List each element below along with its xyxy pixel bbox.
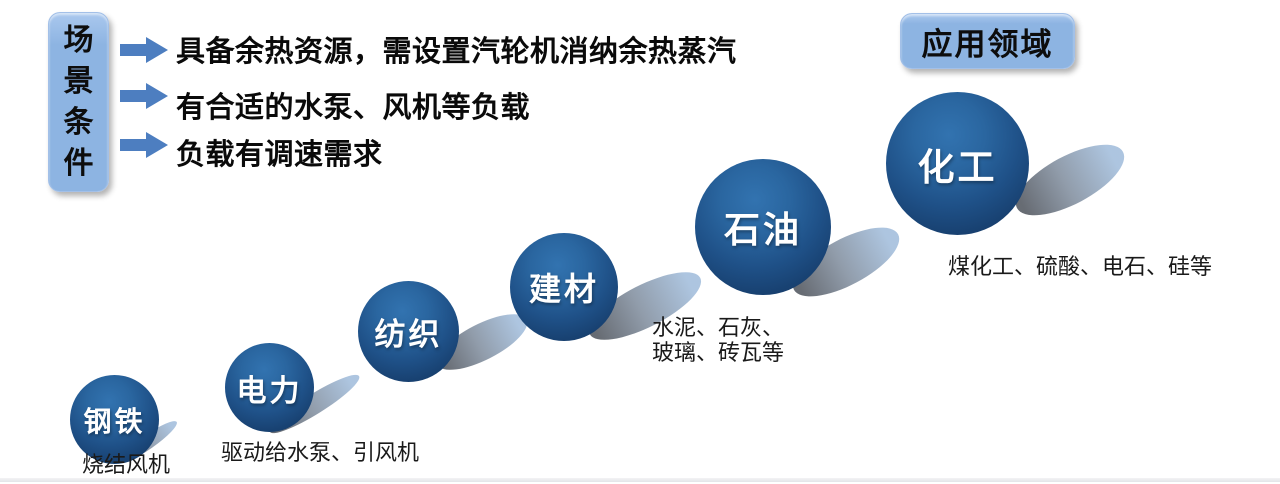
caption-building: 水泥、石灰、 玻璃、砖瓦等 (652, 315, 784, 365)
scenario-title-char: 场 (63, 24, 94, 57)
caption-steel: 烧结风机 (82, 452, 171, 477)
caption-chemical: 煤化工、硫酸、电石、硅等 (948, 254, 1213, 279)
scenario-bullet-1: 具备余热资源，需设置汽轮机消纳余热蒸汽 (176, 36, 737, 68)
bottom-divider-line (0, 478, 1280, 482)
industry-sphere-petroleum: 石油 (695, 159, 831, 295)
industry-label: 石油 (723, 209, 802, 250)
industry-label: 化工 (917, 146, 998, 188)
scenario-conditions-box: 场 景 条 件 (48, 12, 109, 192)
industry-label: 钢铁 (83, 405, 146, 437)
caption-building-line2: 玻璃、砖瓦等 (652, 340, 785, 365)
industry-sphere-steel: 钢铁 (70, 375, 159, 464)
right-arrow-icon (120, 37, 168, 63)
industry-label: 建材 (528, 271, 599, 307)
industry-sphere-textile: 纺织 (358, 281, 459, 382)
industry-sphere-building: 建材 (510, 233, 618, 341)
right-arrow-icon (120, 83, 168, 109)
industry-sphere-chemical: 化工 (886, 92, 1029, 235)
industry-label: 纺织 (374, 317, 443, 352)
scenario-title-char: 景 (63, 65, 94, 98)
scenario-bullet-3: 负载有调速需求 (176, 139, 383, 171)
industry-label: 电力 (236, 374, 303, 408)
caption-building-line1: 水泥、石灰、 (652, 315, 785, 340)
application-areas-box: 应用领域 (900, 13, 1075, 69)
scenario-title-char: 件 (63, 147, 94, 180)
scenario-title-char: 条 (63, 106, 94, 139)
right-arrow-icon (120, 132, 168, 158)
scenario-bullet-2: 有合适的水泵、风机等负载 (176, 92, 531, 124)
caption-power: 驱动给水泵、引风机 (221, 440, 420, 465)
industry-sphere-power: 电力 (225, 343, 314, 432)
